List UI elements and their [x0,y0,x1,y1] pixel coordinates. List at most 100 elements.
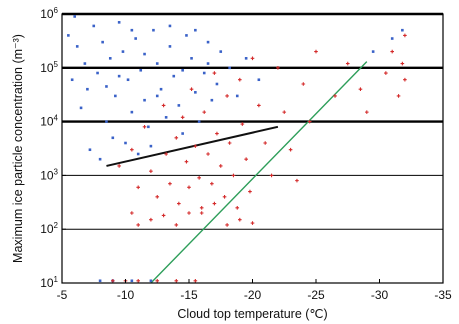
data-point-blue [219,50,223,53]
data-point-red [189,87,194,92]
data-point-red [396,94,401,98]
data-points [67,15,407,283]
data-point-red [231,173,236,178]
data-point-blue [67,34,70,37]
data-point-red [197,176,201,180]
data-point-blue [164,116,168,119]
data-point-blue [244,57,248,60]
data-point-blue [235,94,239,98]
data-point-red [174,135,179,140]
data-point-red [288,147,293,152]
data-point-blue [371,50,375,53]
y-tick-label: 103 [40,167,58,182]
y-tick-label: 106 [40,6,58,21]
data-point-blue [130,110,134,114]
data-point-red [142,125,147,129]
x-tick-label: -10 [117,288,135,302]
y-tick-label: 101 [40,275,58,290]
data-point-red [164,152,168,156]
data-point-red [206,152,210,156]
data-point-blue [390,37,394,40]
data-point-blue [210,98,214,102]
data-point-blue [185,34,188,37]
data-point-red [155,278,160,283]
data-point-red [345,61,350,66]
data-point-blue [177,104,181,107]
data-point-red [111,278,115,283]
data-point-red [136,223,140,227]
data-point-blue [105,85,108,88]
x-tick-label: -5 [57,288,68,302]
data-point-red [400,61,405,66]
data-point-blue [228,66,231,70]
data-point-red [168,181,172,186]
data-point-blue [190,57,193,60]
data-point-blue [70,78,74,82]
data-point-blue [88,148,92,152]
y-axis-label: Maximum ice particle concentration (m⁻³) [11,34,25,263]
data-point-red [177,201,181,206]
data-point-blue [108,57,112,60]
data-point-red [307,119,312,124]
data-point-red [301,82,306,86]
data-point-blue [124,141,127,145]
data-point-red [390,49,394,54]
data-point-blue [98,279,102,283]
data-point-red [184,159,189,164]
data-point-blue [181,68,184,72]
data-point-red [269,173,274,178]
data-point-red [193,278,198,283]
data-point-red [202,110,207,114]
data-point-blue [111,136,115,140]
data-point-red [314,49,318,54]
data-point-blue [168,24,172,28]
data-point-red [295,178,299,183]
data-point-blue [96,71,99,75]
data-point-blue [159,87,163,91]
data-point-red [282,110,287,114]
data-point-red [174,278,179,283]
y-tick-label: 104 [40,114,58,129]
plot-frame [61,13,444,284]
x-axis-label: Cloud top temperature (℃) [177,307,327,321]
data-point-red [187,211,191,215]
data-point-red [199,211,204,215]
data-point-blue [143,52,146,56]
data-point-blue [79,106,83,110]
data-point-red [193,144,198,148]
data-point-blue [257,78,261,82]
data-point-blue [197,120,201,123]
data-point-red [215,131,219,136]
data-point-blue [98,157,102,161]
data-point-red [257,103,261,108]
data-point-red [136,278,140,283]
data-point-blue [134,37,137,40]
data-point-blue [401,28,404,32]
data-point-blue [194,28,197,32]
data-point-red [250,56,255,61]
data-point-red [161,103,166,108]
data-point-red [180,115,185,120]
data-point-red [222,195,227,199]
data-point-red [240,122,245,126]
trend-lines [106,61,368,284]
data-point-red [227,141,232,145]
axis-ticks: 101 102 103 104 105 106 -5 -10 -15 -20 -25 -30 -35 [40,6,452,302]
x-tick-label: -15 [180,288,198,302]
data-point-red [155,195,160,199]
data-point-blue [136,152,140,156]
data-point-red [238,217,242,222]
x-tick-label: -35 [434,288,452,302]
data-point-blue [117,74,121,78]
black-fit-line [106,125,279,167]
data-point-blue [114,94,117,98]
y-tick-label: 102 [40,221,58,236]
data-point-blue [168,45,172,48]
data-point-red [187,185,191,190]
data-point-red [117,164,121,168]
data-point-blue [149,279,153,283]
data-point-blue [139,68,143,72]
data-point-blue [181,132,184,135]
data-point-red [250,221,255,225]
